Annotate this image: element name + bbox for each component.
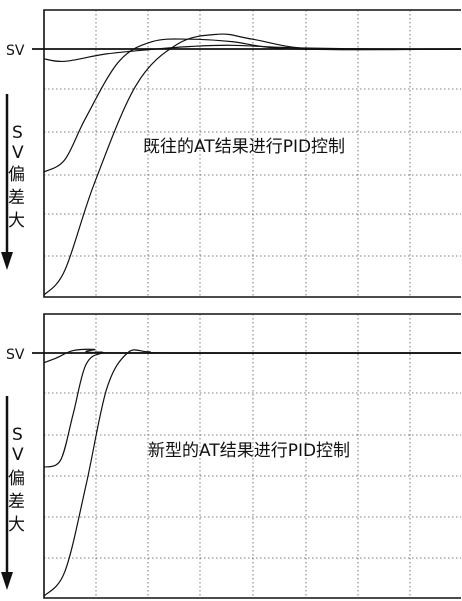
- response-curve-top-2: [43, 33, 462, 296]
- side-label-top-2: 偏: [8, 165, 25, 185]
- side-label-top-0: S: [12, 123, 23, 143]
- side-label-bottom-4: 大: [8, 515, 25, 535]
- sv-label-bottom: SV: [6, 347, 25, 363]
- panel-bottom: SV S V 偏 差 大 新型的AT结果进行PID控制: [1, 313, 462, 599]
- side-label-bottom-0: S: [12, 425, 23, 445]
- response-curve-bottom-2: [43, 349, 462, 597]
- side-label-bottom-2: 偏: [8, 469, 25, 489]
- panel-top: SV S V 偏 差 大 既往的AT结果进行PID控制: [1, 9, 462, 298]
- side-arrow-head-bottom: [1, 572, 13, 590]
- caption-top: 既往的AT结果进行PID控制: [143, 137, 345, 157]
- plot-area-bottom: [32, 313, 462, 599]
- plot-frame-bottom: [43, 313, 461, 599]
- side-label-top-1: V: [12, 143, 24, 163]
- side-label-top-3: 差: [8, 188, 25, 208]
- side-arrow-head-top: [1, 252, 13, 270]
- sv-label-top: SV: [6, 43, 25, 59]
- caption-bottom: 新型的AT结果进行PID控制: [148, 441, 350, 461]
- side-label-top-4: 大: [8, 211, 25, 231]
- side-label-bottom-1: V: [12, 445, 24, 465]
- response-curve-top-1: [43, 38, 462, 173]
- plot-frame-top: [43, 9, 461, 298]
- side-label-bottom-3: 差: [8, 492, 25, 512]
- plot-area-top: [32, 9, 462, 298]
